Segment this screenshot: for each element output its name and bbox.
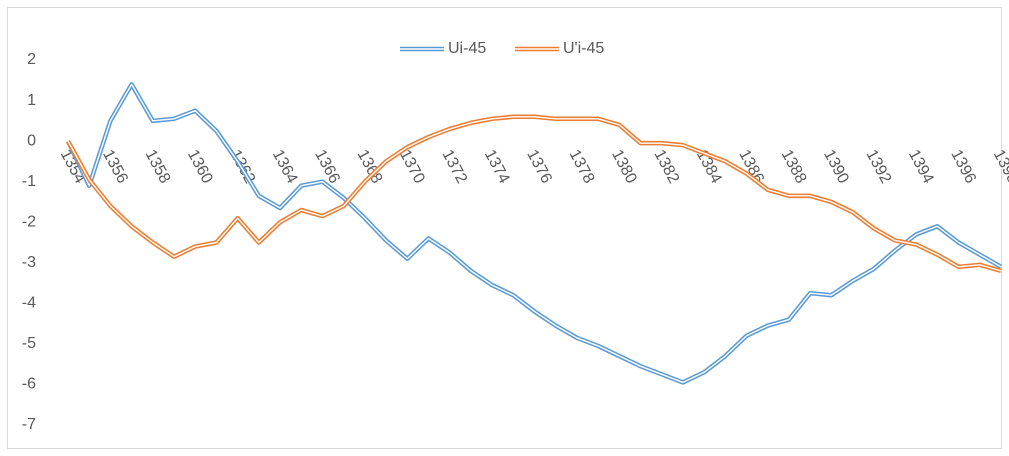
y-tick-label: -5: [22, 335, 36, 352]
y-tick-label: -4: [22, 295, 36, 312]
legend-item: U'i-45: [515, 40, 604, 57]
y-tick-label: -2: [22, 213, 36, 230]
y-tick-label: -3: [22, 254, 36, 271]
y-tick-label: -1: [22, 173, 36, 190]
y-tick-label: 1: [27, 92, 36, 109]
chart-border: [7, 7, 1002, 449]
series-line-inner: [67, 83, 1002, 384]
y-tick-label: -6: [22, 376, 36, 393]
y-tick-label: 2: [27, 51, 36, 68]
legend-label: Ui-45: [448, 40, 486, 57]
y-tick-label: 0: [27, 132, 36, 149]
series-line-inner: [67, 116, 1002, 272]
legend-label: U'i-45: [563, 40, 604, 57]
y-tick-label: -7: [22, 416, 36, 433]
legend-item: Ui-45: [400, 40, 486, 57]
